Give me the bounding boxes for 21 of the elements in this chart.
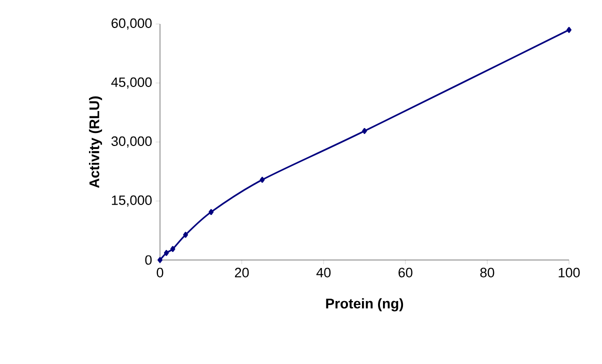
point [170,246,176,252]
y-tick-label: 15,000 [112,195,152,207]
x-tick-label: 80 [480,268,494,278]
y-tick-label: 45,000 [111,77,152,89]
y-tick-label: 30,000 [111,136,152,148]
point [164,250,169,256]
point [362,128,367,134]
point [183,232,188,238]
x-axis-title: Protein (ng) [326,298,404,312]
y-tick-label: 0 [145,255,152,265]
x-tick-label: 60 [398,268,412,278]
x-tick-label: 100 [558,268,580,278]
x-tick-label: 40 [316,268,331,278]
point [260,176,265,183]
point [208,209,214,216]
point [158,257,162,263]
x-tick-label: 0 [156,268,164,278]
point [566,26,572,33]
x-tick-label: 20 [234,268,249,278]
y-tick-label: 60,000 [112,18,152,30]
y-axis-title: Activity (RLU) [88,96,102,188]
